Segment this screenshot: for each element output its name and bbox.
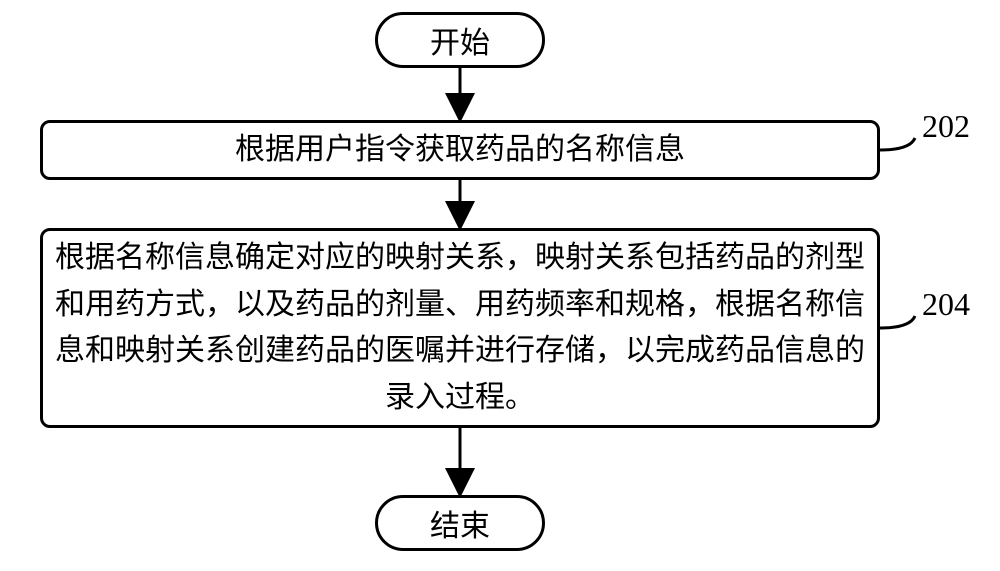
step1-ref: 202 bbox=[922, 108, 970, 145]
step2-text: 根据名称信息确定对应的映射关系，映射关系包括药品的剂型和用药方式，以及药品的剂量… bbox=[55, 235, 865, 421]
step1-node: 根据用户指令获取药品的名称信息 bbox=[40, 120, 880, 180]
start-label: 开始 bbox=[430, 18, 490, 62]
end-node: 结束 bbox=[375, 495, 545, 551]
step1-text: 根据用户指令获取药品的名称信息 bbox=[235, 127, 685, 174]
end-label: 结束 bbox=[430, 501, 490, 545]
step2-node: 根据名称信息确定对应的映射关系，映射关系包括药品的剂型和用药方式，以及药品的剂量… bbox=[40, 228, 880, 428]
start-node: 开始 bbox=[375, 12, 545, 68]
step2-ref: 204 bbox=[922, 286, 970, 323]
flowchart-container: 开始 根据用户指令获取药品的名称信息 根据名称信息确定对应的映射关系，映射关系包… bbox=[0, 0, 1000, 571]
